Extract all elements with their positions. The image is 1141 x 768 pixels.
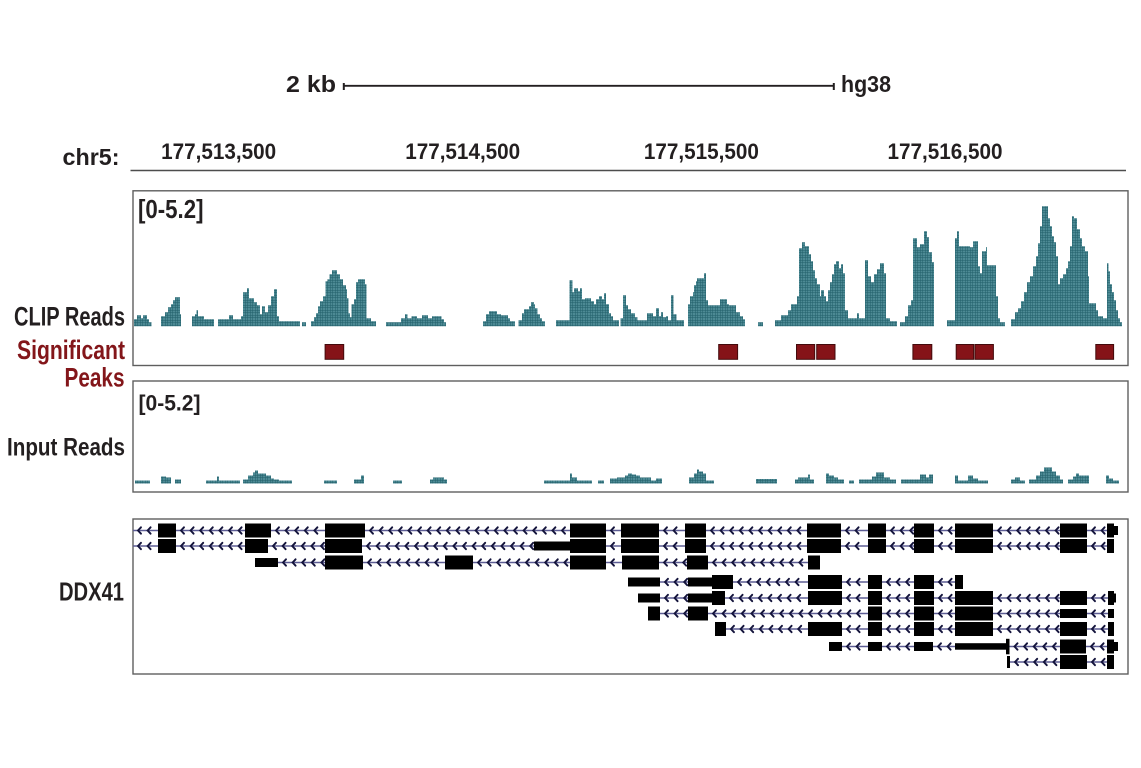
svg-text:hg38: hg38 [841,71,891,97]
svg-text:177,514,500: 177,514,500 [405,139,520,164]
svg-text:Peaks: Peaks [65,363,125,393]
svg-text:[0-5.2]: [0-5.2] [138,194,204,224]
svg-text:177,515,500: 177,515,500 [644,139,759,164]
svg-text:chr5:: chr5: [63,144,120,170]
svg-text:Significant: Significant [17,335,125,365]
svg-text:CLIP Reads: CLIP Reads [14,302,125,332]
svg-text:[0-5.2]: [0-5.2] [139,391,201,416]
svg-text:DDX41: DDX41 [59,577,124,607]
svg-text:177,516,500: 177,516,500 [888,139,1003,164]
svg-text:Input Reads: Input Reads [7,434,125,462]
svg-text:2 kb: 2 kb [286,71,336,97]
svg-text:177,513,500: 177,513,500 [161,139,276,164]
